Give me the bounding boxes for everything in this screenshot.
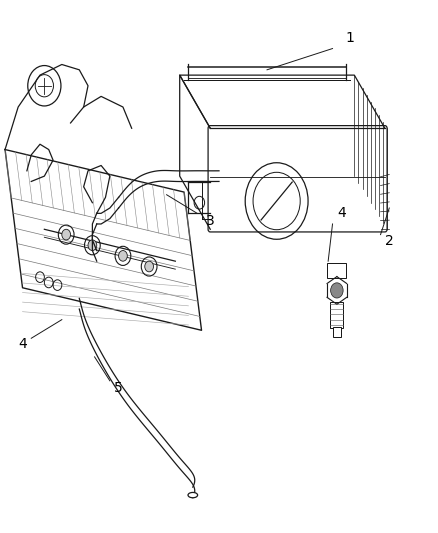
Circle shape: [62, 229, 71, 240]
Text: 3: 3: [206, 214, 215, 228]
Circle shape: [88, 240, 97, 251]
FancyBboxPatch shape: [330, 302, 343, 328]
FancyBboxPatch shape: [327, 263, 346, 278]
Text: 4: 4: [18, 336, 27, 351]
Text: 5: 5: [114, 381, 123, 395]
FancyBboxPatch shape: [208, 126, 387, 232]
Circle shape: [331, 283, 343, 298]
Text: 2: 2: [385, 234, 394, 248]
FancyBboxPatch shape: [332, 327, 341, 337]
Text: 4: 4: [337, 206, 346, 220]
Ellipse shape: [188, 492, 198, 498]
Text: 1: 1: [346, 31, 354, 45]
Circle shape: [119, 251, 127, 261]
Circle shape: [145, 261, 153, 272]
